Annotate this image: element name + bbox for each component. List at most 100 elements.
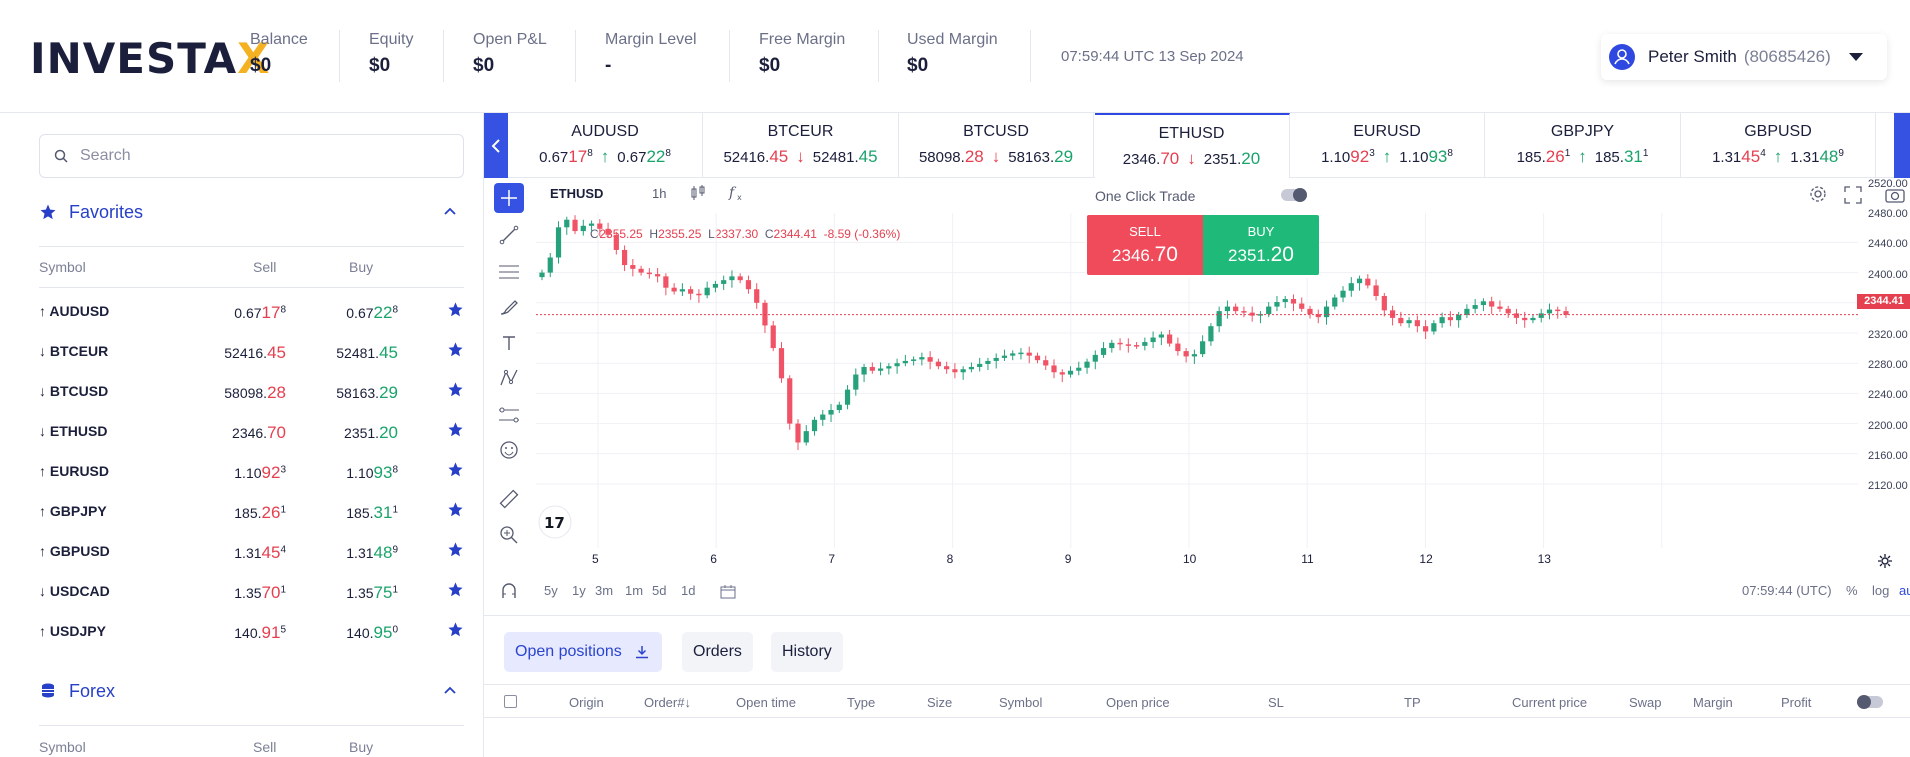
chevron-up-icon[interactable] — [442, 682, 458, 698]
time-axis[interactable]: 5 6 7 8 9 10 11 12 13 — [536, 548, 1858, 570]
column-symbol[interactable]: Symbol — [999, 695, 1043, 710]
buy-button[interactable]: BUY 2351.20 — [1203, 215, 1319, 275]
trend-line-tool-button[interactable] — [494, 220, 524, 250]
range-5y-button[interactable]: 5y — [544, 583, 558, 598]
ticker-gbpusd[interactable]: GBPUSD 1.31454 ↑ 1.31489 — [1681, 113, 1876, 178]
row-buy-price[interactable]: 58163.29 — [336, 383, 398, 402]
row-buy-price[interactable]: 1.35751 — [346, 583, 398, 602]
projection-tool-button[interactable] — [494, 400, 524, 430]
price-axis[interactable]: 2520.002480.002440.002400.002360.002320.… — [1858, 178, 1910, 548]
candles-type-icon[interactable] — [690, 184, 706, 202]
row-buy-price[interactable]: 2351.20 — [344, 423, 398, 442]
row-sell-price[interactable]: 1.35701 — [234, 583, 286, 602]
favorite-row[interactable]: ↓ ETHUSD 2346.70 2351.20 — [39, 411, 464, 451]
chart-interval[interactable]: 1h — [652, 186, 667, 201]
text-tool-button[interactable] — [494, 328, 524, 358]
tab-open-positions[interactable]: Open positions — [504, 632, 662, 672]
zoom-tool-button[interactable] — [494, 520, 524, 550]
favorite-row[interactable]: ↑ AUDUSD 0.67178 0.67228 — [39, 291, 464, 331]
column-profit[interactable]: Profit — [1781, 695, 1812, 710]
favorite-star-icon[interactable] — [447, 541, 464, 558]
ticker-audusd[interactable]: AUDUSD 0.67178 ↑ 0.67228 — [508, 113, 703, 178]
tab-orders[interactable]: Orders — [682, 632, 753, 672]
chart-symbol[interactable]: ETHUSD — [550, 186, 604, 201]
favorite-row[interactable]: ↓ BTCUSD 58098.28 58163.29 — [39, 371, 464, 411]
favorite-star-icon[interactable] — [447, 421, 464, 438]
settings-gear-icon[interactable] — [1808, 184, 1828, 204]
column-sl[interactable]: SL — [1268, 695, 1284, 710]
column-current-price[interactable]: Current price — [1512, 695, 1588, 710]
row-sell-price[interactable]: 140.915 — [234, 623, 286, 642]
row-buy-price[interactable]: 1.31489 — [346, 543, 398, 562]
favorite-star-icon[interactable] — [447, 341, 464, 358]
column-origin[interactable]: Origin — [569, 695, 604, 710]
crosshair-tool-button[interactable] — [494, 183, 524, 213]
row-sell-price[interactable]: 0.67178 — [234, 303, 286, 322]
ticker-btceur[interactable]: BTCEUR 52416.45 ↓ 52481.45 — [704, 113, 899, 178]
ruler-tool-button[interactable] — [494, 484, 524, 514]
column-margin[interactable]: Margin — [1693, 695, 1733, 710]
row-sell-price[interactable]: 2346.70 — [232, 423, 286, 442]
pattern-tool-button[interactable] — [494, 363, 524, 393]
row-sell-price[interactable]: 1.10923 — [234, 463, 286, 482]
column-size[interactable]: Size — [927, 695, 953, 710]
row-buy-price[interactable]: 185.311 — [346, 503, 398, 522]
column-swap[interactable]: Swap — [1629, 695, 1662, 710]
favorite-row[interactable]: ↓ BTCEUR 52416.45 52481.45 — [39, 331, 464, 371]
brush-tool-button[interactable] — [494, 292, 524, 322]
column-order-number[interactable]: Order#↓ — [644, 695, 691, 710]
auto-scale-toggle[interactable]: auto — [1899, 583, 1910, 598]
row-buy-price[interactable]: 52481.45 — [336, 343, 398, 362]
scroll-left-button[interactable] — [484, 113, 508, 178]
candlestick-chart[interactable]: 17 — [536, 213, 1858, 548]
log-scale-toggle[interactable]: log — [1872, 583, 1890, 598]
range-1m-button[interactable]: 1m — [625, 583, 644, 598]
scroll-right-button[interactable] — [1894, 113, 1910, 178]
range-1y-button[interactable]: 1y — [572, 583, 586, 598]
row-buy-price[interactable]: 140.950 — [346, 623, 398, 642]
magnet-tool-button[interactable] — [494, 576, 524, 606]
row-sell-price[interactable]: 58098.28 — [224, 383, 286, 402]
search-box[interactable] — [39, 134, 464, 178]
row-buy-price[interactable]: 0.67228 — [346, 303, 398, 322]
favorite-row[interactable]: ↓ USDCAD 1.35701 1.35751 — [39, 571, 464, 611]
investax-logo[interactable]: INVESTAX — [30, 34, 271, 83]
ticker-btcusd[interactable]: BTCUSD 58098.28 ↓ 58163.29 — [899, 113, 1094, 178]
column-open-time[interactable]: Open time — [736, 695, 796, 710]
favorite-star-icon[interactable] — [447, 301, 464, 318]
column-tp[interactable]: TP — [1404, 695, 1421, 710]
row-sell-price[interactable]: 185.261 — [234, 503, 286, 522]
ticker-eurusd[interactable]: EURUSD 1.10923 ↑ 1.10938 — [1290, 113, 1485, 178]
percent-scale-toggle[interactable]: % — [1846, 583, 1858, 598]
favorite-star-icon[interactable] — [447, 461, 464, 478]
one-click-trade-toggle[interactable] — [1281, 188, 1307, 202]
download-icon[interactable] — [635, 645, 649, 659]
fullscreen-icon[interactable] — [1844, 186, 1862, 204]
range-5d-button[interactable]: 5d — [652, 583, 667, 598]
favorite-row[interactable]: ↑ EURUSD 1.10923 1.10938 — [39, 451, 464, 491]
favorite-star-icon[interactable] — [447, 621, 464, 638]
date-range-icon[interactable] — [720, 584, 736, 600]
favorites-section-header[interactable]: Favorites — [39, 197, 464, 227]
range-1d-button[interactable]: 1d — [681, 583, 696, 598]
emoji-tool-button[interactable] — [494, 435, 524, 465]
favorite-row[interactable]: ↑ GBPUSD 1.31454 1.31489 — [39, 531, 464, 571]
favorite-star-icon[interactable] — [447, 501, 464, 518]
favorite-star-icon[interactable] — [447, 381, 464, 398]
favorite-row[interactable]: ↑ GBPJPY 185.261 185.311 — [39, 491, 464, 531]
camera-icon[interactable] — [1885, 186, 1905, 204]
ticker-gbpjpy[interactable]: GBPJPY 185.261 ↑ 185.311 — [1486, 113, 1681, 178]
sell-button[interactable]: SELL 2346.70 — [1087, 215, 1203, 275]
tab-history[interactable]: History — [771, 632, 843, 672]
row-sell-price[interactable]: 52416.45 — [224, 343, 286, 362]
search-input[interactable] — [80, 147, 440, 165]
column-open-price[interactable]: Open price — [1106, 695, 1170, 710]
ticker-ethusd[interactable]: ETHUSD 2346.70 ↓ 2351.20 — [1094, 113, 1290, 178]
forex-section-header[interactable]: Forex — [39, 676, 464, 706]
fib-tool-button[interactable] — [494, 257, 524, 287]
user-menu[interactable]: Peter Smith (80685426) — [1601, 34, 1887, 80]
range-3m-button[interactable]: 3m — [595, 583, 614, 598]
column-type[interactable]: Type — [847, 695, 876, 710]
row-buy-price[interactable]: 1.10938 — [346, 463, 398, 482]
